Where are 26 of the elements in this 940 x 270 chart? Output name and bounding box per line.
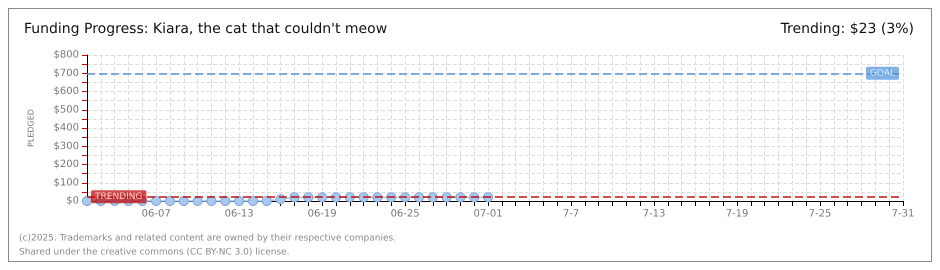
x-tick-label: 06-25 <box>390 208 420 220</box>
x-tick-label: 06-07 <box>142 208 171 220</box>
y-tick-label: $600 <box>54 86 79 97</box>
x-tick-label: 7-25 <box>808 208 832 220</box>
y-tick-label: $0 <box>66 196 79 206</box>
text: (c)2025. Trademarks and related content are owned by their respective companies. <box>19 234 396 244</box>
x-tick-label: 7-7 <box>562 208 580 220</box>
ref-line-label: TRENDING <box>94 192 142 202</box>
y-tick-label: $300 <box>54 140 79 152</box>
x-tick-label: 7-31 <box>892 208 914 220</box>
y-tick-label: $400 <box>54 122 79 134</box>
text: Shared under the creative commons (CC BY-NC 3.0) license. <box>19 248 290 258</box>
ref-line-label: GOAL <box>870 68 895 78</box>
y-axis-title: PLEDGED <box>26 109 36 147</box>
chart-subtitle: Trending: $23 (3%) <box>780 21 914 37</box>
x-tick-label: 06-13 <box>224 208 254 220</box>
chart-title: Funding Progress: Kiara, the cat that couldn't meow <box>24 21 388 37</box>
y-tick-label: $800 <box>54 50 79 60</box>
y-tick-label: $500 <box>54 104 79 116</box>
x-tick-label: 06-19 <box>308 208 337 220</box>
x-tick-label: 7-13 <box>642 208 666 220</box>
y-tick-label: $200 <box>54 159 79 170</box>
y-tick-label: $100 <box>54 177 79 188</box>
x-tick-label: 7-19 <box>726 208 748 220</box>
x-tick-label: 07-01 <box>474 208 503 220</box>
y-tick-label: $700 <box>54 68 79 79</box>
